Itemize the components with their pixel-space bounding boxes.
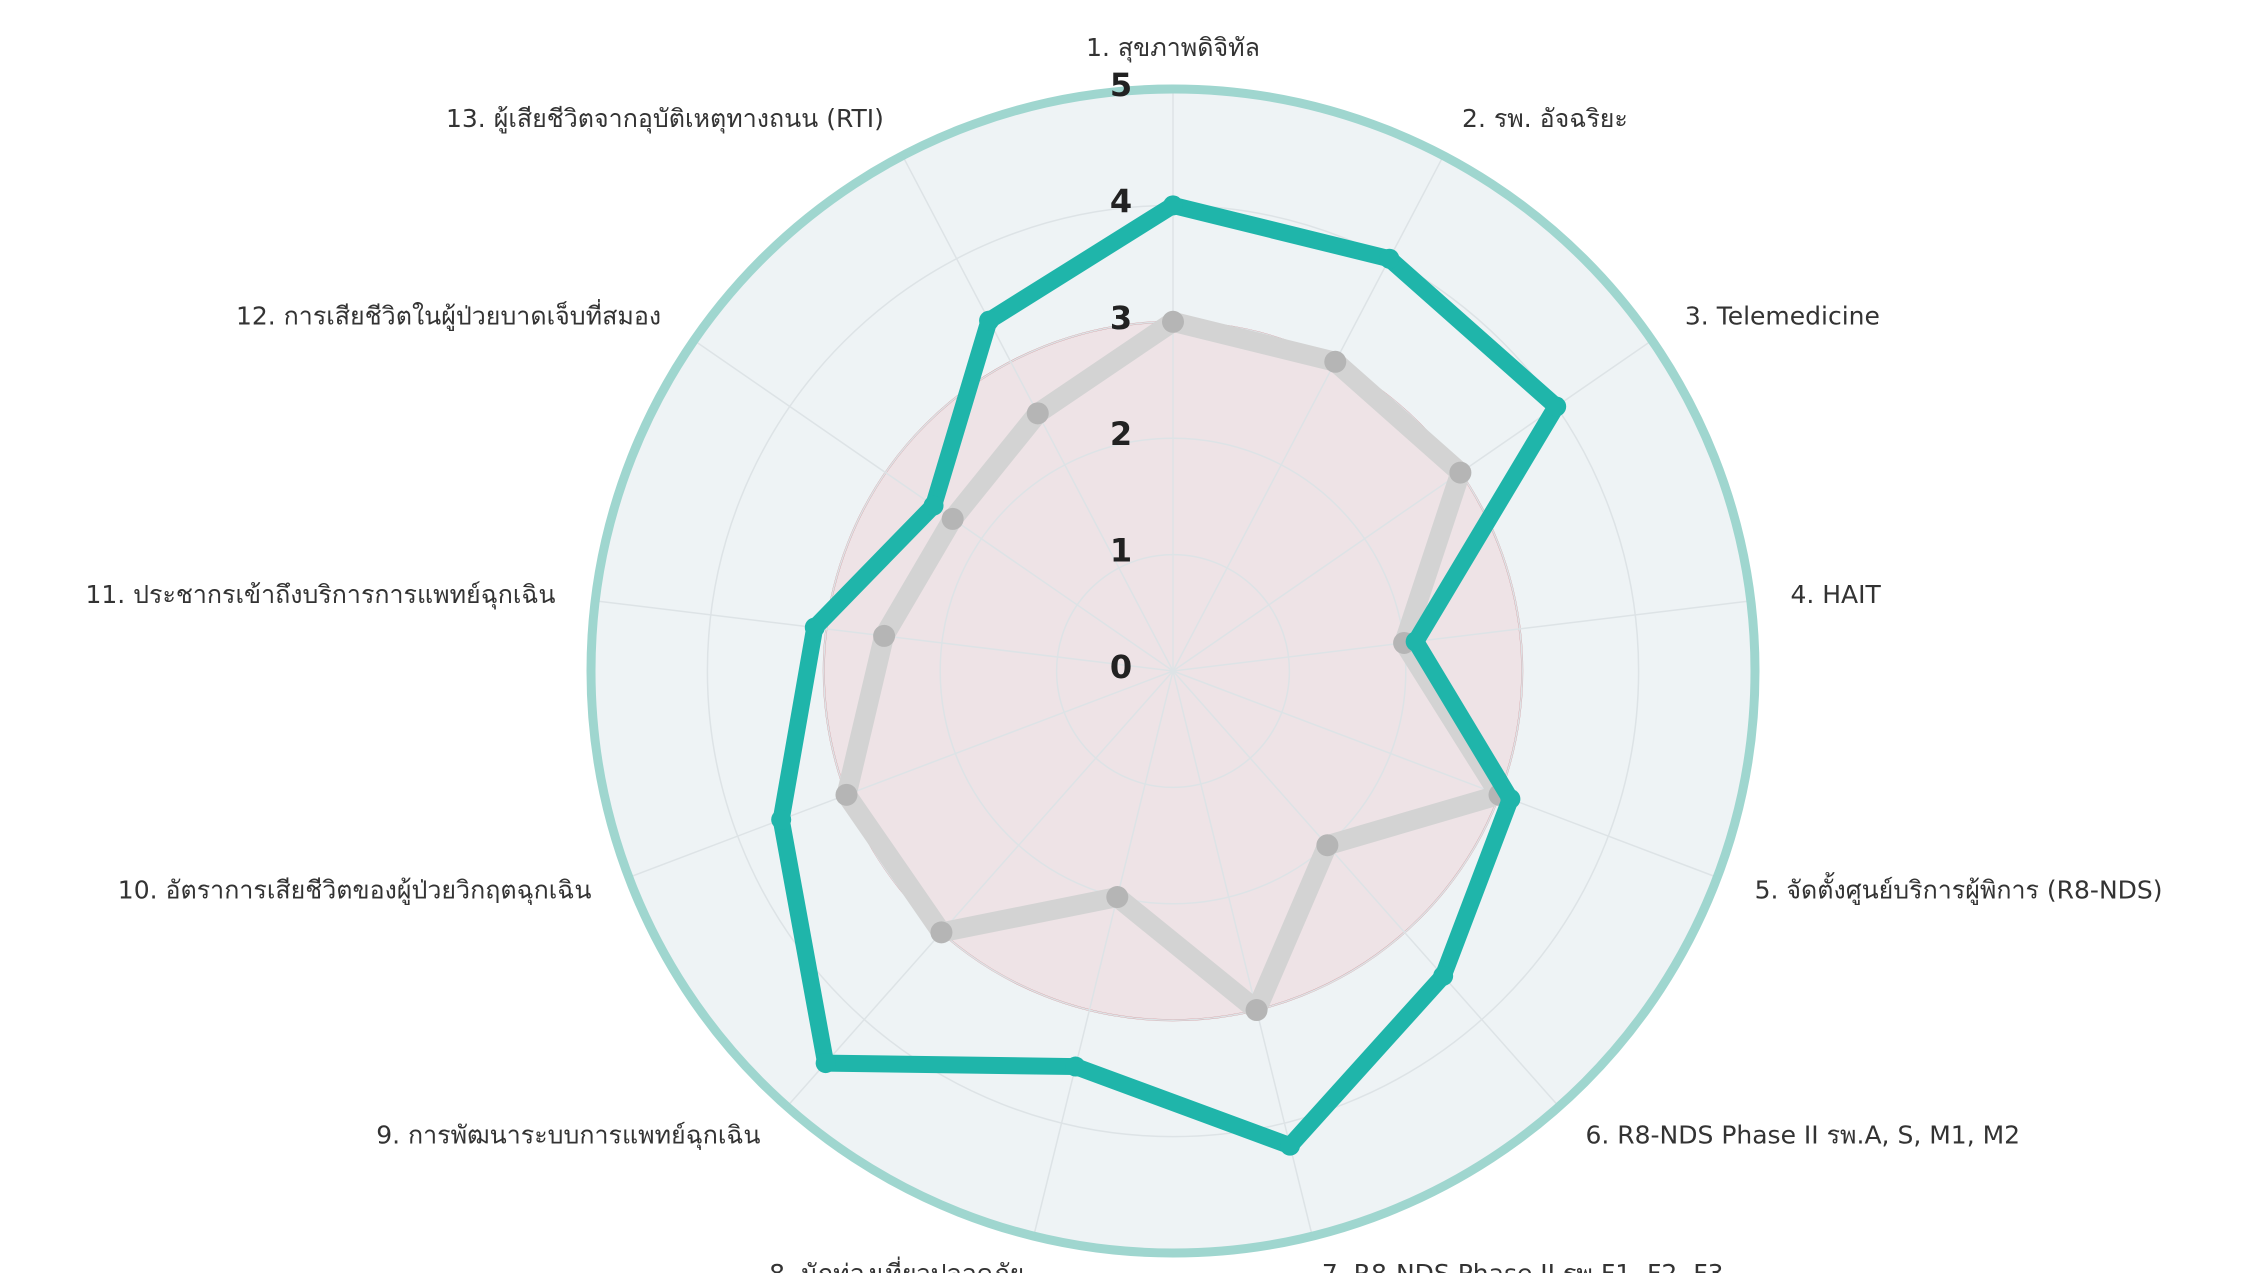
axis-label: 2. รพ. อัจฉริยะ <box>1462 104 1628 133</box>
spoke <box>786 670 1174 1108</box>
axis-label: 12. การเสียชีวิตในผู้ป่วยบาดเจ็บที่สมอง <box>236 299 661 332</box>
data-point <box>1405 631 1426 652</box>
spoke <box>1172 600 1751 672</box>
data-point <box>804 617 825 638</box>
spoke <box>1172 670 1718 879</box>
axis-label: 11. ประชากรเข้าถึงบริการการแพทย์ฉุกเฉิน <box>85 580 555 610</box>
y-tick-label: 1 <box>1110 532 1132 570</box>
data-point <box>1279 1135 1300 1156</box>
axis-label: 5. จัดตั้งศูนย์บริการผู้พิการ (R8-NDS) <box>1755 872 2163 906</box>
spoke <box>1172 670 1560 1108</box>
data-point <box>1324 350 1347 373</box>
axis-label: 13. ผู้เสียชีวิตจากอุบัติเหตุทางถนน (RTI… <box>446 104 884 134</box>
data-point <box>815 1053 836 1074</box>
spoke <box>1172 339 1653 672</box>
y-tick-label: 0 <box>1110 648 1132 686</box>
axis-label: 6. R8-NDS Phase II รพ.A, S, M1, M2 <box>1585 1121 2020 1150</box>
axis-label: 7. R8-NDS Phase II รพ.F1, F2, F3 <box>1322 1259 1724 1273</box>
y-tick-label: 3 <box>1110 299 1132 337</box>
data-point <box>1245 999 1268 1022</box>
data-point <box>1433 965 1454 986</box>
axis-label: 3. Telemedicine <box>1685 302 1880 331</box>
data-point <box>1106 886 1129 909</box>
data-point <box>873 624 896 647</box>
axis-label: 8. นักท่องเที่ยวปลอดภัย <box>769 1256 1024 1273</box>
data-point <box>930 921 953 944</box>
spoke <box>1032 670 1174 1237</box>
data-point <box>1316 834 1339 857</box>
data-point <box>1163 195 1183 216</box>
data-point <box>1026 402 1049 425</box>
data-point <box>1500 788 1521 809</box>
data-point <box>1065 1056 1086 1077</box>
data-point <box>1546 396 1567 417</box>
data-point <box>1379 248 1400 269</box>
series-line <box>772 196 1565 1155</box>
data-point <box>771 809 792 830</box>
data-point <box>979 310 1000 331</box>
spoke <box>628 670 1174 879</box>
axis-label: 1. สุขภาพดิจิทัล <box>1086 33 1260 63</box>
axis-label: 9. การพัฒนาระบบการแพทย์ฉุกเฉิน <box>376 1121 760 1151</box>
series-line <box>836 311 1510 1021</box>
spoke <box>1172 155 1445 672</box>
axis-label: 10. อัตราการเสียชีวิตของผู้ป่วยวิกฤตฉุกเ… <box>118 876 592 906</box>
data-point <box>923 495 944 516</box>
axis-label: 4. HAIT <box>1790 580 1881 609</box>
y-tick-label: 2 <box>1110 415 1132 453</box>
data-point <box>941 507 964 530</box>
data-point <box>835 783 858 806</box>
data-point <box>1449 461 1472 484</box>
outer-ring <box>586 84 1760 1258</box>
y-tick-label: 5 <box>1110 66 1132 104</box>
data-point <box>1162 310 1184 333</box>
y-tick-label: 4 <box>1110 182 1132 220</box>
